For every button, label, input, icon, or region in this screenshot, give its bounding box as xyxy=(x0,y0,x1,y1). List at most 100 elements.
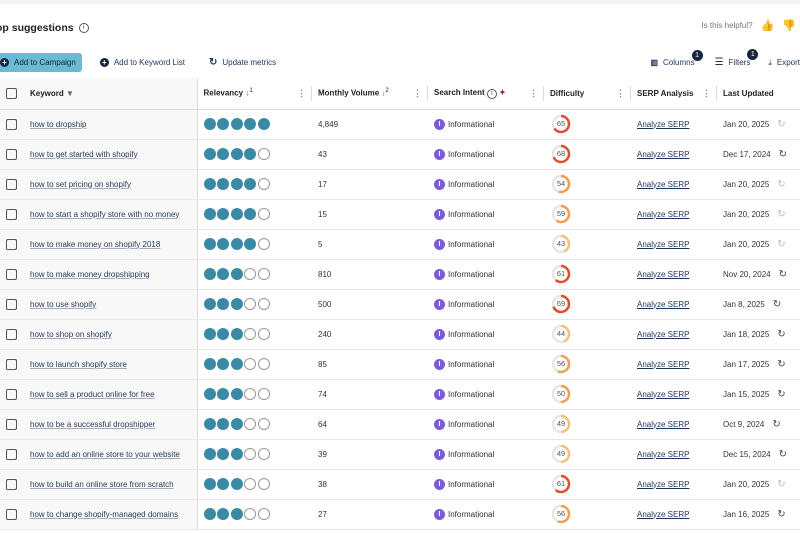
keyword-link[interactable]: how to sell a product online for free xyxy=(30,389,155,399)
add-to-campaign-button[interactable]: + Add to Campaign xyxy=(0,53,82,72)
row-checkbox[interactable] xyxy=(6,448,17,460)
relevancy-dot xyxy=(244,178,256,190)
analyze-serp-link[interactable]: Analyze SERP xyxy=(637,479,690,489)
analyze-serp-link[interactable]: Analyze SERP xyxy=(637,359,690,369)
analyze-serp-link[interactable]: Analyze SERP xyxy=(637,449,690,459)
analyze-serp-link[interactable]: Analyze SERP xyxy=(637,269,690,279)
analyze-serp-link[interactable]: Analyze SERP xyxy=(637,119,690,129)
column-serp-analysis[interactable]: SERP Analysis ⋮ xyxy=(631,78,717,110)
table-row: how to dropship 4,849 I Informational 65 … xyxy=(0,109,800,140)
analyze-serp-link[interactable]: Analyze SERP xyxy=(637,329,690,339)
refresh-icon[interactable]: ↻ xyxy=(777,388,786,400)
column-difficulty[interactable]: Difficulty ⋮ xyxy=(544,78,631,110)
refresh-icon[interactable]: ↻ xyxy=(778,448,787,460)
row-checkbox[interactable] xyxy=(6,478,17,490)
refresh-icon[interactable]: ↻ xyxy=(777,478,786,490)
column-monthly-volume[interactable]: Monthly Volume ↓2 ⋮ xyxy=(312,78,428,110)
analyze-serp-link[interactable]: Analyze SERP xyxy=(637,419,690,429)
refresh-icon[interactable]: ↻ xyxy=(777,208,786,220)
analyze-serp-link[interactable]: Analyze SERP xyxy=(637,179,690,189)
keyword-link[interactable]: how to shop on shopify xyxy=(30,329,112,339)
column-menu-icon[interactable]: ⋮ xyxy=(702,88,711,98)
last-updated: Jan 8, 2025 xyxy=(723,299,765,309)
row-checkbox[interactable] xyxy=(6,388,17,400)
refresh-icon[interactable]: ↻ xyxy=(772,418,781,430)
refresh-icon[interactable]: ↻ xyxy=(778,268,787,280)
gauge-arc xyxy=(551,114,571,134)
difficulty-gauge: 69 xyxy=(550,293,572,315)
relevancy-dot xyxy=(230,268,243,280)
keyword-link[interactable]: how to change shopify-managed domains xyxy=(30,509,179,519)
keyword-link[interactable]: how to start a shopify store with no mon… xyxy=(30,209,180,219)
row-checkbox[interactable] xyxy=(6,148,17,160)
analyze-serp-link[interactable]: Analyze SERP xyxy=(637,209,690,219)
row-checkbox[interactable] xyxy=(6,508,17,520)
analyze-serp-link[interactable]: Analyze SERP xyxy=(637,299,690,309)
keyword-link[interactable]: how to build an online store from scratc… xyxy=(30,479,174,489)
info-icon[interactable]: i xyxy=(486,88,497,99)
refresh-icon[interactable]: ↻ xyxy=(772,298,782,310)
add-to-keyword-list-button[interactable]: + Add to Keyword List xyxy=(94,53,191,72)
column-menu-icon[interactable]: ⋮ xyxy=(616,88,625,98)
analyze-serp-link[interactable]: Analyze SERP xyxy=(637,239,690,249)
keyword-link[interactable]: how to get started with shopify xyxy=(30,149,138,159)
filters-button[interactable]: ☰ Filters 1 xyxy=(715,49,759,68)
row-checkbox[interactable] xyxy=(6,418,17,430)
refresh-icon[interactable]: ↻ xyxy=(777,118,786,130)
relevancy-dot xyxy=(257,478,270,490)
relevancy-dot xyxy=(203,418,216,430)
row-checkbox[interactable] xyxy=(6,178,17,190)
relevancy-dot xyxy=(244,118,256,130)
relevancy-dot xyxy=(217,418,229,430)
thumbs-up-icon[interactable]: 👍 xyxy=(760,20,775,32)
keyword-link[interactable]: how to make money dropshipping xyxy=(30,269,150,279)
keyword-link[interactable]: how to make money on shopify 2018 xyxy=(30,239,161,249)
refresh-icon[interactable]: ↻ xyxy=(777,178,786,190)
info-icon[interactable]: i xyxy=(78,23,89,33)
gauge-arc xyxy=(551,414,571,434)
sort-down-icon: ↓ xyxy=(381,89,386,99)
refresh-icon[interactable]: ↻ xyxy=(777,508,786,520)
intent-badge: I Informational xyxy=(434,448,544,460)
relevancy-dot xyxy=(203,208,216,220)
update-metrics-button[interactable]: ↻ Update metrics xyxy=(208,57,277,68)
relevancy-dot xyxy=(203,478,216,490)
row-checkbox[interactable] xyxy=(6,358,17,370)
intent-badge: I Informational xyxy=(434,268,544,280)
refresh-icon[interactable]: ↻ xyxy=(777,358,786,370)
column-relevancy[interactable]: Relevancy ↓1 ⋮ xyxy=(197,78,312,110)
analyze-serp-link[interactable]: Analyze SERP xyxy=(637,509,690,519)
keyword-link[interactable]: how to launch shopify store xyxy=(30,359,127,369)
select-all-checkbox[interactable] xyxy=(6,87,17,99)
column-search-intent[interactable]: Search Intent i ✦ ⋮ xyxy=(428,78,544,110)
thumbs-down-icon[interactable]: 👎 xyxy=(782,20,796,32)
column-menu-icon[interactable]: ⋮ xyxy=(529,88,538,98)
relevancy-dot xyxy=(257,148,270,160)
column-menu-icon[interactable]: ⋮ xyxy=(413,88,422,98)
columns-button[interactable]: ▥ Columns 1 xyxy=(650,50,703,67)
refresh-icon[interactable]: ↻ xyxy=(777,328,786,340)
row-checkbox[interactable] xyxy=(6,238,17,250)
keyword-link[interactable]: how to be a successful dropshipper xyxy=(30,419,156,429)
refresh-icon[interactable]: ↻ xyxy=(777,238,786,250)
row-checkbox[interactable] xyxy=(6,118,17,130)
relevancy-dot xyxy=(203,268,216,280)
analyze-serp-link[interactable]: Analyze SERP xyxy=(637,389,690,399)
row-checkbox[interactable] xyxy=(6,298,17,310)
keyword-link[interactable]: how to add an online store to your websi… xyxy=(30,449,180,459)
keyword-link[interactable]: how to use shopify xyxy=(30,299,97,309)
refresh-icon[interactable]: ↻ xyxy=(778,148,787,160)
export-button[interactable]: ⤓ Export xyxy=(768,57,800,68)
column-last-updated[interactable]: Last Updated xyxy=(717,78,800,110)
keyword-link[interactable]: how to dropship xyxy=(30,119,87,129)
row-checkbox[interactable] xyxy=(6,328,17,340)
relevancy-dot xyxy=(244,268,256,280)
column-keyword[interactable]: Keyword ▼ xyxy=(24,78,198,110)
keyword-link[interactable]: how to set pricing on shopify xyxy=(30,179,131,189)
row-checkbox[interactable] xyxy=(6,268,17,280)
filter-icon[interactable]: ▼ xyxy=(66,88,74,98)
column-menu-icon[interactable]: ⋮ xyxy=(297,88,306,98)
analyze-serp-link[interactable]: Analyze SERP xyxy=(637,149,690,159)
difficulty-gauge: 56 xyxy=(550,353,572,375)
row-checkbox[interactable] xyxy=(6,208,17,220)
